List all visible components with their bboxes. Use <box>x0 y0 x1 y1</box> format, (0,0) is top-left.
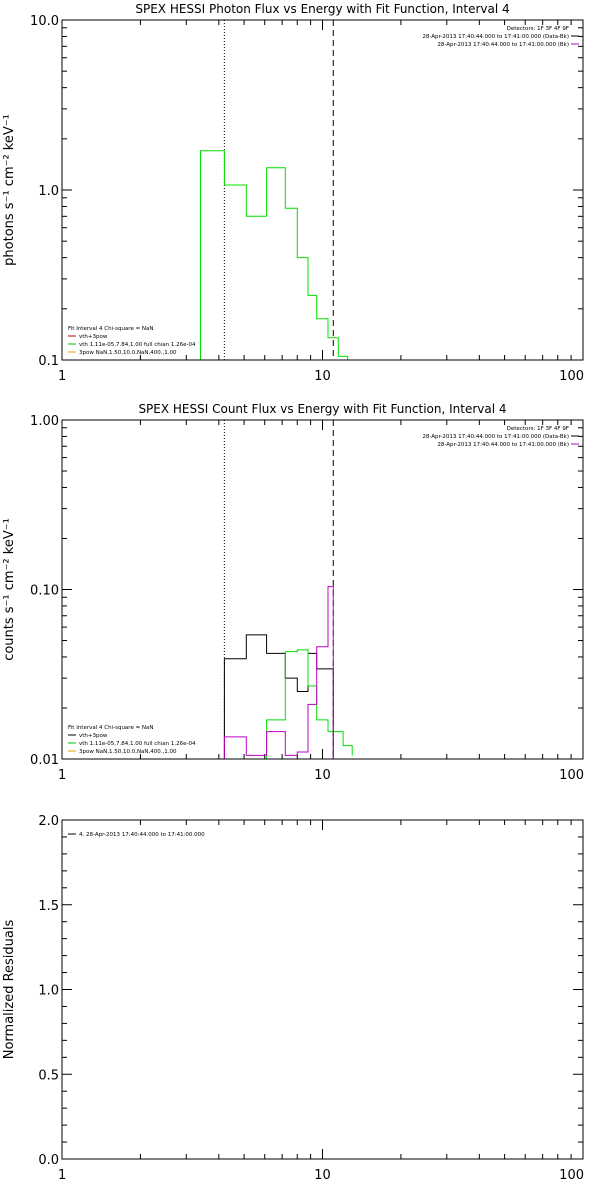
panel-1: SPEX HESSI Photon Flux vs Energy with Fi… <box>2 2 584 384</box>
header-line: Detectors: 1F 3F 4F 9F <box>507 26 569 32</box>
y-tick-label: 1.0 <box>38 984 59 999</box>
y-tick-label: 0.01 <box>30 753 59 768</box>
y-tick-label: 2.0 <box>38 814 59 829</box>
y-axis-label: Normalized Residuals <box>2 920 17 1060</box>
y-tick-label: 0.5 <box>38 1068 59 1083</box>
legend-entry: vth+3pow <box>79 334 108 340</box>
series-2-step-line <box>266 649 353 759</box>
y-tick-label: 1.0 <box>38 184 59 199</box>
legend-entry: vth 1.11e-05,7.84,1.00 full chian 1.26e-… <box>79 741 196 747</box>
legend-entry: vth+3pow <box>79 733 108 739</box>
y-tick-label: 0.10 <box>30 584 59 599</box>
header-line: 28-Apr-2013 17:40:44.000 to 17:41:00.000… <box>437 442 569 448</box>
legend-entry: 3pow NaN,1.50,10.0,NaN,400.,1.00 <box>79 749 177 755</box>
legend-entry: 4. 28-Apr-2013 17:40:44.000 to 17:41:00.… <box>79 832 205 838</box>
plot-frame <box>61 419 584 760</box>
legend-entry: vth 1.11e-05,7.84,1.00 full chian 1.26e-… <box>79 342 196 348</box>
series-group <box>200 150 349 360</box>
y-tick-label: 0.0 <box>38 1153 59 1168</box>
x-tick-label: 10 <box>314 768 331 783</box>
panel-2: SPEX HESSI Count Flux vs Energy with Fit… <box>2 402 584 783</box>
x-tick-label: 1 <box>58 768 66 783</box>
x-tick-label: 10 <box>314 369 331 384</box>
chart-title: SPEX HESSI Photon Flux vs Energy with Fi… <box>135 2 509 16</box>
chart-title: SPEX HESSI Count Flux vs Energy with Fit… <box>138 402 506 416</box>
header-line: 28-Apr-2013 17:40:44.000 to 17:41:00.000… <box>422 34 569 40</box>
plot-frame <box>61 19 584 361</box>
series-1-step-line <box>223 634 334 759</box>
plot-frame <box>61 819 584 1160</box>
header-line: Detectors: 1F 3F 4F 9F <box>507 426 569 432</box>
header-line: 28-Apr-2013 17:40:44.000 to 17:41:00.000… <box>422 434 569 440</box>
x-tick-label: 100 <box>559 768 584 783</box>
series-group <box>223 586 353 759</box>
y-tick-label: 1.00 <box>30 414 59 429</box>
y-tick-label: 1.5 <box>38 899 59 914</box>
x-tick-label: 1 <box>58 369 66 384</box>
x-tick-label: 100 <box>559 369 584 384</box>
panel-3: Normalized Residuals 1 10 100 0.0 0.5 1.0 1.5 2.… <box>2 814 584 1183</box>
x-tick-label: 100 <box>559 1168 584 1183</box>
x-tick-label: 1 <box>58 1168 66 1183</box>
header-line: 28-Apr-2013 17:40:44.000 to 17:41:00.000… <box>437 42 569 48</box>
legend-entry: 3pow NaN,1.50,10.0,NaN,400.,1.00 <box>79 350 177 356</box>
series-3-step-line <box>223 586 334 759</box>
y-tick-label: 0.1 <box>38 354 59 369</box>
y-axis-label: photons s⁻¹ cm⁻² keV⁻¹ <box>2 114 17 266</box>
legend-heading: Fit Interval 4 Chi-square = NaN <box>68 326 154 332</box>
x-tick-label: 10 <box>314 1168 331 1183</box>
y-tick-label: 10.0 <box>30 14 59 29</box>
series-1-step-line <box>200 150 349 360</box>
legend-heading: Fit Interval 4 Chi-square = NaN <box>68 725 154 731</box>
y-axis-label: counts s⁻¹ cm⁻² keV⁻¹ <box>2 518 17 661</box>
